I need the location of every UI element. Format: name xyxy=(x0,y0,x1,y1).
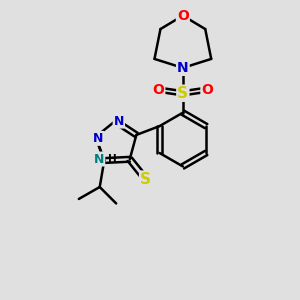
Text: N: N xyxy=(177,61,189,75)
Text: N: N xyxy=(94,152,104,166)
Text: H: H xyxy=(108,154,117,164)
Text: O: O xyxy=(177,9,189,22)
Text: S: S xyxy=(140,172,151,187)
Text: S: S xyxy=(177,86,188,101)
Text: N: N xyxy=(114,115,124,128)
Text: N: N xyxy=(93,132,104,145)
Text: O: O xyxy=(152,83,164,97)
Text: O: O xyxy=(201,83,213,97)
